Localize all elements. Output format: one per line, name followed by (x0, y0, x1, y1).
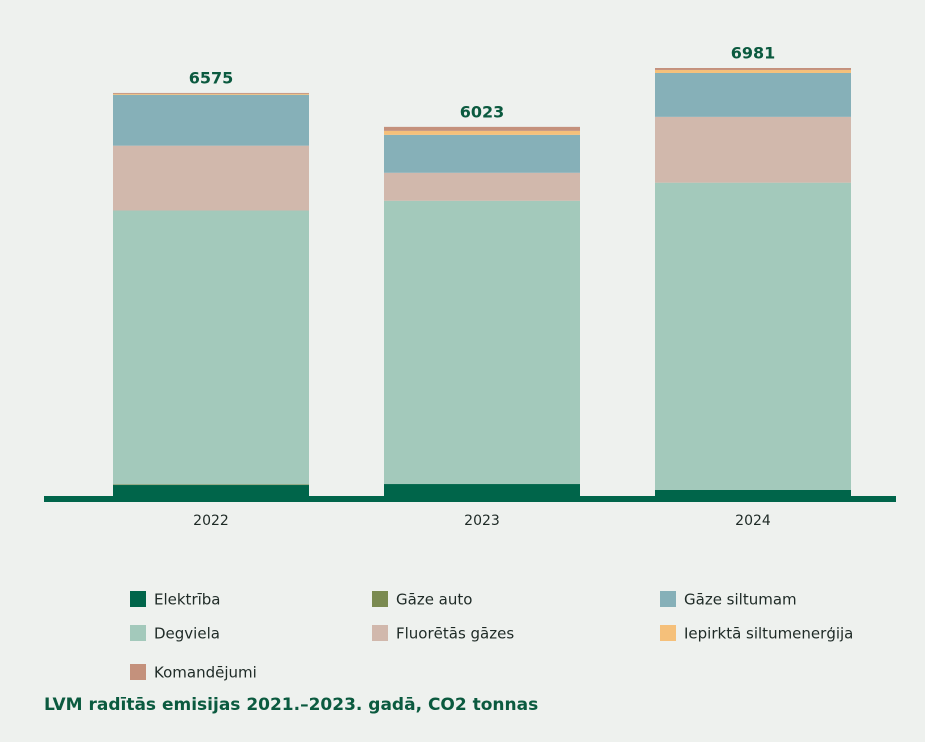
total-label: 6981 (731, 44, 776, 63)
bar-segment (113, 210, 309, 485)
legend-swatch (130, 625, 146, 641)
baseline (44, 496, 896, 502)
bar-segment (384, 484, 580, 497)
bar-segment (655, 68, 851, 70)
legend-swatch (130, 664, 146, 680)
total-label: 6575 (189, 68, 234, 87)
legend-label: Fluorētās gāzes (396, 625, 514, 643)
legend-swatch (372, 591, 388, 607)
legend-label: Komandējumi (154, 664, 257, 682)
bar-segment (655, 182, 851, 490)
bar-segment (113, 92, 309, 94)
bar-segment (384, 130, 580, 135)
legend-label: Gāze auto (396, 591, 472, 609)
legend-swatch (372, 625, 388, 641)
bar-segment (655, 69, 851, 73)
bar-segment (113, 145, 309, 211)
bar-segment (384, 200, 580, 485)
x-tick-label: 2024 (735, 513, 771, 529)
legend-swatch (660, 591, 676, 607)
legend-label: Elektrība (154, 591, 221, 609)
legend-label: Iepirktā siltumenerģija (684, 625, 853, 643)
bar-segment (655, 72, 851, 117)
bar-segment (655, 489, 851, 497)
legend-label: Degviela (154, 625, 220, 643)
bar-segment (113, 484, 309, 486)
x-tick-label: 2022 (193, 513, 229, 529)
bar-segment (384, 126, 580, 131)
bar-segment (384, 134, 580, 173)
legend-label: Gāze siltumam (684, 591, 797, 609)
bar-segment (113, 93, 309, 95)
bar-segment (384, 172, 580, 201)
legend-swatch (660, 625, 676, 641)
bar-segment (655, 116, 851, 183)
x-tick-label: 2023 (464, 513, 500, 529)
bar-segment (113, 485, 309, 497)
legend-swatch (130, 591, 146, 607)
total-label: 6023 (460, 102, 505, 121)
chart-title: LVM radītās emisijas 2021.–2023. gadā, C… (44, 695, 538, 715)
bar-segment (113, 94, 309, 146)
